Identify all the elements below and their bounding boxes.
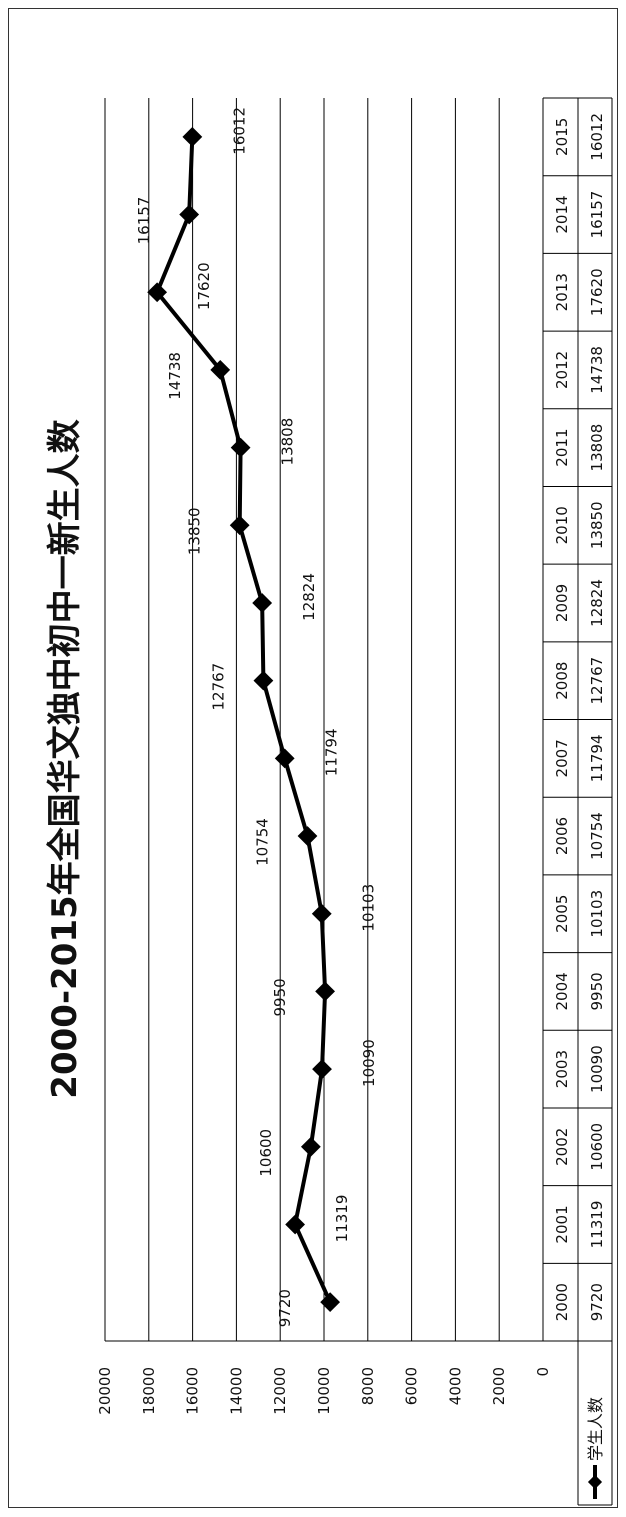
x-tick-label: 2001 bbox=[553, 1205, 571, 1243]
x-tick-label: 2006 bbox=[553, 817, 571, 855]
x-tick-label: 2002 bbox=[553, 1128, 571, 1166]
x-tick-label: 2007 bbox=[553, 739, 571, 777]
data-point bbox=[297, 826, 318, 846]
table-value: 10103 bbox=[588, 890, 606, 938]
table-value: 10090 bbox=[588, 1045, 606, 1093]
y-tick-label: 2000 bbox=[490, 1367, 508, 1405]
chart-frame bbox=[8, 8, 618, 1508]
table-value: 9720 bbox=[588, 1283, 606, 1321]
table-value: 16157 bbox=[588, 191, 606, 239]
data-label: 12824 bbox=[300, 573, 318, 621]
data-table: 2000 9720 2001 11319 2002 10600 2003 10090 2004 9… bbox=[542, 97, 613, 1506]
data-label: 13808 bbox=[279, 418, 297, 466]
data-label: 10090 bbox=[360, 1039, 378, 1087]
data-label: 9720 bbox=[276, 1289, 294, 1327]
data-label: 10754 bbox=[253, 818, 271, 866]
data-point bbox=[210, 360, 231, 380]
data-point bbox=[252, 593, 273, 613]
x-tick-label: 2010 bbox=[553, 506, 571, 544]
table-value: 10754 bbox=[588, 812, 606, 860]
table-value: 13808 bbox=[588, 424, 606, 472]
table-value: 16012 bbox=[588, 113, 606, 161]
x-tick-label: 2009 bbox=[553, 584, 571, 622]
data-point bbox=[274, 748, 295, 769]
y-tick-label: 12000 bbox=[271, 1367, 289, 1415]
x-tick-label: 2012 bbox=[553, 351, 571, 389]
x-tick-label: 2004 bbox=[553, 972, 571, 1010]
series-line bbox=[155, 136, 332, 1303]
table-value: 12767 bbox=[588, 657, 606, 705]
y-tick-label: 0 bbox=[534, 1367, 552, 1377]
x-tick-label: 2008 bbox=[553, 662, 571, 700]
data-label: 11319 bbox=[333, 1195, 351, 1243]
table-value: 10600 bbox=[588, 1123, 606, 1171]
legend-diamond-icon bbox=[587, 1474, 603, 1490]
y-tick-label: 6000 bbox=[403, 1367, 421, 1405]
data-point bbox=[315, 981, 335, 1002]
data-point bbox=[320, 1292, 341, 1313]
x-tick-label: 2011 bbox=[553, 429, 571, 467]
data-point bbox=[253, 670, 274, 691]
data-label: 17620 bbox=[195, 262, 213, 310]
chart-title: 2000-2015年全国华文独中初中一新生人数 bbox=[45, 419, 85, 1098]
data-point bbox=[147, 282, 168, 303]
series-layer: 9720 11319 10600 10090 9950 10103 10754 11794 12… bbox=[135, 107, 378, 1327]
data-label: 10103 bbox=[360, 884, 378, 932]
y-tick-label: 8000 bbox=[359, 1367, 377, 1405]
x-tick-label: 2013 bbox=[553, 273, 571, 311]
data-label: 16157 bbox=[135, 197, 153, 245]
y-tick-label: 20000 bbox=[96, 1367, 114, 1415]
data-point bbox=[229, 515, 250, 536]
x-tick-label: 2003 bbox=[553, 1050, 571, 1088]
table-value: 12824 bbox=[588, 579, 606, 627]
data-point bbox=[179, 204, 200, 225]
y-tick-label: 16000 bbox=[184, 1367, 202, 1415]
x-tick-label: 2014 bbox=[553, 195, 571, 233]
x-tick-label: 2015 bbox=[553, 118, 571, 156]
data-point bbox=[300, 1136, 321, 1157]
y-tick-label: 14000 bbox=[227, 1367, 245, 1415]
y-tick-label: 18000 bbox=[140, 1367, 158, 1415]
data-label: 9950 bbox=[271, 978, 289, 1016]
data-point bbox=[311, 903, 332, 924]
data-point bbox=[285, 1214, 306, 1235]
data-label: 13850 bbox=[186, 507, 204, 555]
data-label: 12767 bbox=[209, 663, 227, 711]
data-point bbox=[230, 437, 251, 458]
legend-label: 学生人数 bbox=[586, 1397, 605, 1461]
data-label: 14738 bbox=[166, 352, 184, 400]
table-value: 14738 bbox=[588, 346, 606, 394]
data-point bbox=[182, 126, 203, 147]
data-label: 16012 bbox=[230, 107, 248, 155]
data-label: 11794 bbox=[323, 728, 341, 776]
table-value: 11319 bbox=[588, 1201, 606, 1249]
data-point bbox=[312, 1059, 332, 1079]
table-value: 13850 bbox=[588, 501, 606, 549]
table-value: 11794 bbox=[588, 734, 606, 782]
data-label: 10600 bbox=[257, 1129, 275, 1177]
y-tick-label: 4000 bbox=[446, 1367, 464, 1405]
gridlines bbox=[104, 98, 543, 1342]
y-axis-ticks: 0 2000 4000 6000 8000 10000 12000 14000 16000 180… bbox=[96, 1367, 552, 1415]
table-value: 9950 bbox=[588, 972, 606, 1010]
x-tick-label: 2000 bbox=[553, 1283, 571, 1321]
y-tick-label: 10000 bbox=[315, 1367, 333, 1415]
table-value: 17620 bbox=[588, 268, 606, 316]
x-tick-label: 2005 bbox=[553, 895, 571, 933]
